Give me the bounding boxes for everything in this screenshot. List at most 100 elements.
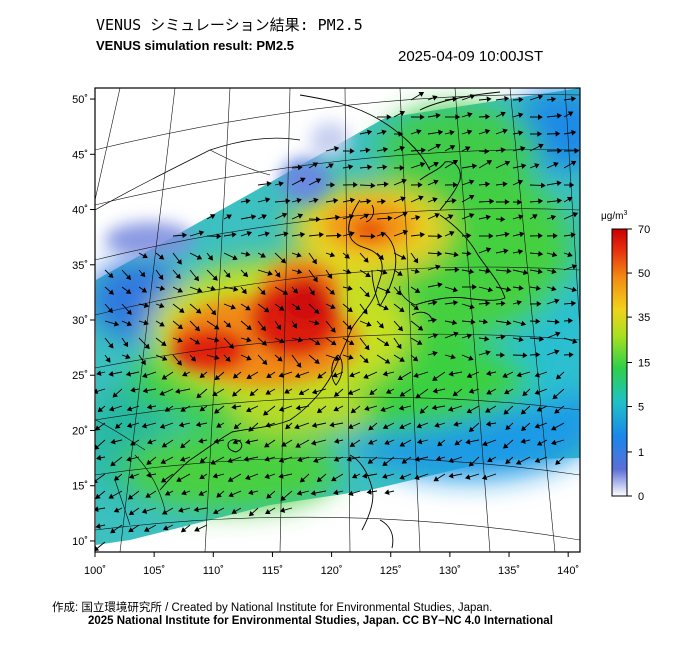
wind-arrow-head (265, 422, 271, 428)
wind-arrow-head (140, 359, 146, 366)
wind-arrow-head (279, 507, 286, 513)
wind-arrow-head (518, 336, 524, 343)
wind-arrow-head (363, 373, 369, 379)
wind-arrow-head (517, 179, 524, 186)
colorbar-labels: 70 50 35 15 5 1 0 (627, 224, 650, 503)
wind-arrow-head (348, 339, 355, 345)
wind-arrow-head (245, 474, 251, 480)
wind-arrow-head (469, 179, 475, 185)
wind-arrow-head (225, 356, 231, 362)
wind-arrow-head (280, 258, 287, 264)
wind-arrow-head (466, 232, 472, 239)
wind-arrow-head (265, 197, 271, 203)
wind-arrow-head (466, 129, 473, 135)
wind-arrow-head (113, 321, 120, 327)
wind-arrow-head (214, 408, 220, 414)
wind-arrow-head (552, 394, 558, 400)
wind-arrow-head (248, 510, 255, 517)
wind-arrow-head (144, 526, 150, 532)
wind-arrow-head (570, 232, 576, 238)
wind-arrow-head (432, 197, 438, 203)
wind-arrow-head (470, 318, 476, 325)
wind-arrow-head (399, 306, 405, 313)
wind-arrow-head (552, 233, 558, 239)
lat-tick-label: 40˚ (72, 205, 88, 217)
wind-arrow-head (506, 286, 512, 293)
wind-arrow-head (267, 270, 273, 276)
wind-arrow-head (362, 473, 368, 479)
wind-arrow-head (312, 276, 318, 283)
wind-arrow-head (364, 405, 370, 412)
lat-tick-label: 45˚ (72, 149, 88, 161)
wind-arrow-head (180, 442, 186, 449)
wind-arrow-head (434, 212, 440, 219)
wind-arrow-head (316, 476, 323, 483)
wind-arrow-head (278, 305, 285, 311)
wind-arrow-head (486, 160, 493, 166)
wind-arrow-head (246, 230, 253, 237)
wind-arrow-head (418, 92, 425, 97)
wind-arrow-head (452, 96, 458, 102)
wind-arrow-head (245, 439, 251, 445)
wind-arrow-head (522, 390, 528, 397)
wind-arrow-head (402, 229, 409, 236)
simulation-domain (95, 88, 580, 545)
wind-arrow-head (571, 286, 577, 293)
wind-arrow-head (380, 198, 386, 205)
wind-arrow-head (435, 264, 441, 270)
wind-arrow-head (399, 441, 406, 447)
wind-arrow-head (534, 457, 541, 463)
wind-arrow-head (330, 182, 336, 188)
wind-arrow-head (251, 214, 257, 220)
wind-arrow-head (260, 252, 266, 258)
wind-arrow-head (196, 392, 202, 399)
wind-arrow-head (105, 357, 111, 363)
colorbar-tick-label: 35 (638, 312, 650, 324)
wind-arrow-head (570, 160, 577, 166)
wind-arrow-head (335, 214, 341, 221)
wind-arrow-head (413, 372, 419, 378)
wind-arrow-head (556, 180, 562, 187)
wind-arrow-head (145, 492, 151, 498)
wind-arrow-head (472, 284, 477, 290)
wind-arrow-head (482, 440, 488, 447)
wind-arrow-head (329, 252, 336, 258)
wind-arrow-head (212, 275, 218, 281)
wind-arrow-head (128, 510, 135, 516)
wind-arrow-head (433, 162, 439, 168)
colorbar-tick-label: 1 (638, 447, 644, 459)
colorbar-tick-label: 70 (638, 224, 650, 236)
wind-arrow-head (177, 337, 183, 343)
wind-arrow-head (161, 442, 168, 448)
wind-arrow-head (448, 370, 454, 377)
wind-arrow-head (199, 406, 206, 412)
wind-arrow-head (465, 474, 471, 480)
wind-arrow-head (313, 457, 319, 463)
wind-arrow-head (178, 307, 185, 313)
wind-arrow-head (296, 197, 302, 204)
lat-tick-label: 30˚ (72, 315, 88, 327)
wind-arrow-head (317, 373, 323, 379)
wind-arrow-head (521, 425, 527, 431)
wind-arrow-head (198, 230, 205, 236)
wind-arrow-head (481, 474, 488, 481)
wind-arrow-head (194, 526, 200, 532)
wind-arrow-head (146, 459, 152, 465)
wind-arrow-head (195, 421, 202, 428)
wind-arrow-head (279, 338, 285, 344)
wind-arrow-head (500, 111, 506, 117)
wind-arrow-head (140, 271, 146, 278)
wind-arrow-head (348, 164, 354, 170)
wind-arrow-head (175, 273, 181, 279)
wind-arrow-head (127, 494, 134, 500)
wind-arrow-head (538, 232, 543, 239)
wind-arrow-head (385, 288, 391, 294)
wind-arrow-head (382, 164, 388, 171)
wind-arrow-head (313, 308, 320, 314)
wind-arrow-head (297, 164, 303, 171)
wind-arrow-head (232, 373, 239, 379)
wind-arrow-head (414, 456, 420, 462)
wind-arrow-head (362, 308, 368, 315)
wind-arrow-head (309, 290, 315, 296)
wind-arrow-head (419, 114, 425, 120)
